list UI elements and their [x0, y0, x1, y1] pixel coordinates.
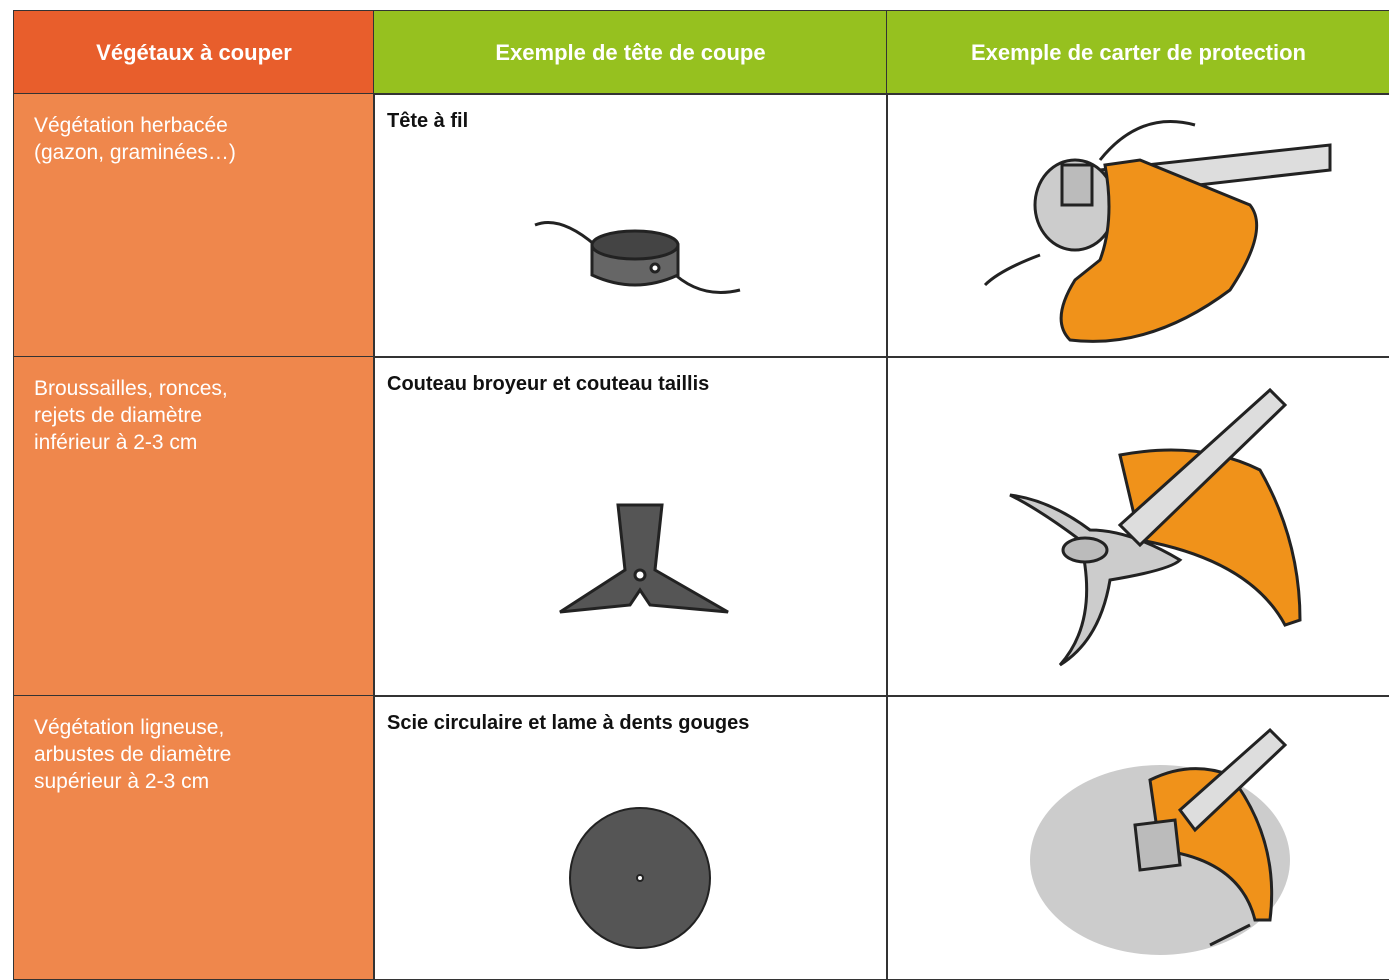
vegetation-line: Broussailles, ronces, — [34, 377, 228, 400]
tool-name: Tête à fil — [387, 110, 469, 132]
vegetation-line: Végétation herbacée — [34, 114, 228, 137]
guard-cell — [886, 356, 1389, 697]
header-text: Exemple de carter de protection — [971, 39, 1306, 65]
vegetation-cell: Végétation herbacée (gazon, graminées…) — [13, 93, 375, 358]
vegetation-cell: Broussailles, ronces, rejets de diamètre i… — [13, 356, 375, 697]
vegetation-line: rejets de diamètre — [34, 404, 203, 427]
header-cell: Exemple de tête de coupe — [373, 10, 888, 95]
header-cell: Exemple de carter de protection — [886, 10, 1389, 95]
vegetation-line: supérieur à 2-3 cm — [34, 770, 210, 793]
tool-name: Scie circulaire et lame à dents gouges — [387, 712, 750, 734]
guard-cell — [886, 93, 1389, 358]
vegetation-line: arbustes de diamètre — [34, 743, 232, 766]
vegetation-cell: Végétation ligneuse, arbustes de diamètre… — [13, 695, 375, 980]
header-cell: Végétaux à couper — [13, 10, 375, 95]
vegetation-line: Végétation ligneuse, — [34, 716, 225, 739]
vegetation-line: (gazon, graminées…) — [34, 141, 236, 164]
guard-cell — [886, 695, 1389, 980]
vegetation-line: inférieur à 2-3 cm — [34, 431, 198, 454]
tool-cell: Couteau broyeur et couteau taillis — [373, 356, 888, 697]
tool-name: Couteau broyeur et couteau taillis — [387, 373, 710, 395]
header-text: Exemple de tête de coupe — [495, 39, 766, 65]
tool-cell: Tête à fil — [373, 93, 888, 358]
header-text: Végétaux à couper — [96, 39, 292, 65]
tool-cell: Scie circulaire et lame à dents gouges — [373, 695, 888, 980]
